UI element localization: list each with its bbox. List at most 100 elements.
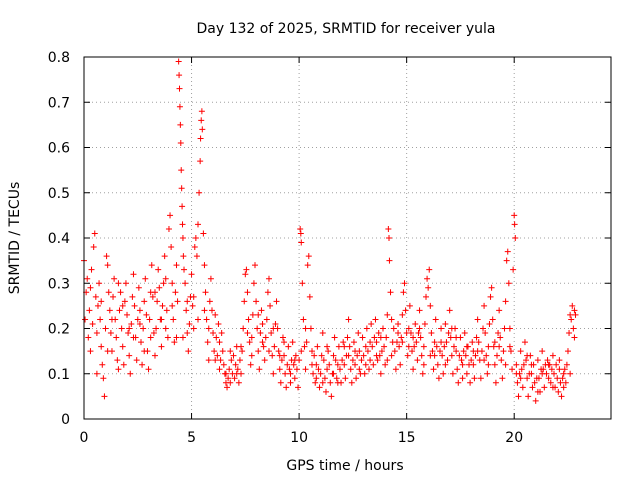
data-point [293,366,300,373]
data-point [463,370,470,377]
data-point [521,339,528,346]
data-point [176,72,183,79]
data-point [270,370,277,377]
data-point [291,375,298,382]
data-point [427,302,434,309]
data-point [511,221,518,228]
x-tick-label: 15 [398,430,416,446]
x-tick-label: 5 [187,430,196,446]
data-point [475,339,482,346]
data-point [96,280,103,287]
data-point [445,330,452,337]
data-point [563,361,570,368]
data-point [362,343,369,350]
data-point [131,302,138,309]
data-point [299,280,306,287]
data-point [276,366,283,373]
data-point [233,370,240,377]
data-point [179,334,186,341]
data-point [176,85,183,92]
data-point [295,384,302,391]
data-point [400,289,407,296]
data-point [270,325,277,332]
data-point [402,307,409,314]
x-tick-label: 10 [290,430,308,446]
data-point [199,126,206,133]
data-point [198,117,205,124]
data-point [107,330,114,337]
data-point [418,352,425,359]
data-point [285,343,292,350]
data-point [345,352,352,359]
data-point [189,302,196,309]
data-point [304,262,311,269]
data-point [561,366,568,373]
data-point [125,330,132,337]
data-point [470,361,477,368]
data-point [496,343,503,350]
y-tick-label: 0.2 [48,322,70,338]
data-point [421,320,428,327]
data-point [263,316,270,323]
data-point [88,266,95,273]
data-point [136,320,143,327]
data-point [173,334,180,341]
data-point [446,307,453,314]
data-point [261,357,268,364]
data-point [509,366,516,373]
data-point [513,370,520,377]
data-point [525,393,532,400]
data-point [549,384,556,391]
data-point [148,262,155,269]
data-point [567,370,574,377]
data-point [174,298,181,305]
data-point [519,384,526,391]
data-point [268,330,275,337]
data-point [114,357,121,364]
chart-title: Day 132 of 2025, SRMTID for receiver yul… [196,21,495,37]
data-point [255,348,262,355]
data-point [260,343,267,350]
data-point [373,352,380,359]
data-point [175,58,182,65]
data-point [355,330,362,337]
data-point [259,339,266,346]
data-point [369,343,376,350]
data-point [547,379,554,386]
data-point [108,316,115,323]
data-point [297,225,304,232]
data-point [176,103,183,110]
data-point [255,311,262,318]
data-point [298,348,305,355]
data-point [549,352,556,359]
data-point [335,343,342,350]
data-point [518,366,525,373]
data-point [162,325,169,332]
data-point [396,343,403,350]
data-point [136,307,143,314]
data-point [106,307,113,314]
data-point [497,334,504,341]
data-point [116,307,123,314]
data-point [474,316,481,323]
x-tick-label: 0 [80,430,89,446]
data-point [208,307,215,314]
data-point [244,289,251,296]
data-point [428,330,435,337]
data-point [172,289,179,296]
tick-labels: 0 0.1 0.2 0.3 0.4 0.5 0.6 0.7 0.8 0 5 10 15 20 [48,50,523,446]
data-point [138,339,145,346]
data-point [297,230,304,237]
data-point [459,375,466,382]
data-point [431,339,438,346]
data-point [372,316,379,323]
data-point [370,361,377,368]
data-point [312,379,319,386]
data-point [473,334,480,341]
data-point [328,393,335,400]
data-point [201,262,208,269]
data-point [377,334,384,341]
data-point [416,307,423,314]
data-point [528,361,535,368]
data-point [427,352,434,359]
